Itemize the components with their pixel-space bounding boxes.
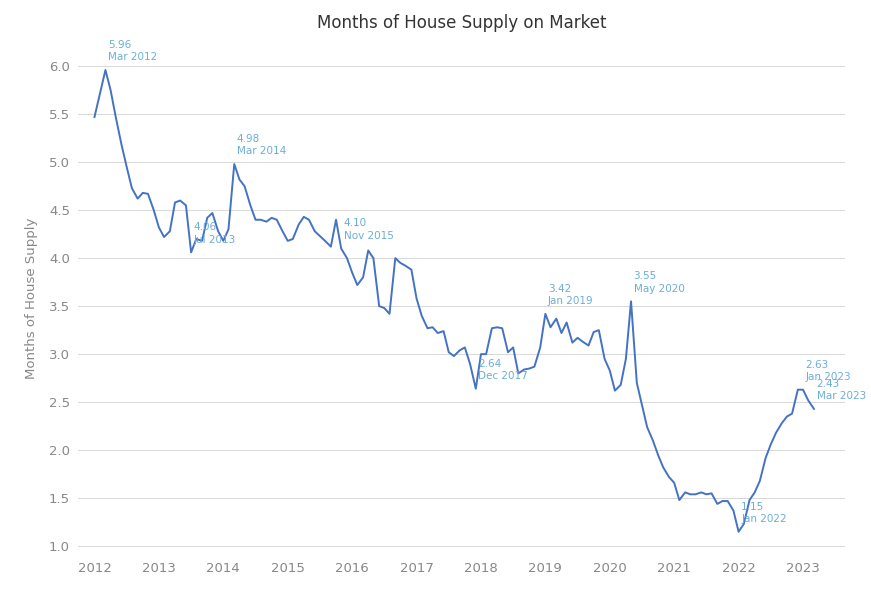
Text: 2.43
Mar 2023: 2.43 Mar 2023 xyxy=(816,379,866,401)
Text: 4.10
Nov 2015: 4.10 Nov 2015 xyxy=(344,219,394,241)
Text: 4.98
Mar 2014: 4.98 Mar 2014 xyxy=(237,134,286,157)
Title: Months of House Supply on Market: Months of House Supply on Market xyxy=(317,14,606,33)
Text: 3.55
May 2020: 3.55 May 2020 xyxy=(633,272,685,294)
Y-axis label: Months of House Supply: Months of House Supply xyxy=(24,217,37,379)
Text: 5.96
Mar 2012: 5.96 Mar 2012 xyxy=(108,40,158,62)
Text: 2.64
Dec 2017: 2.64 Dec 2017 xyxy=(478,359,528,381)
Text: 4.06
Jul 2013: 4.06 Jul 2013 xyxy=(193,222,236,244)
Text: 2.63
Jan 2023: 2.63 Jan 2023 xyxy=(806,359,851,382)
Text: 1.15
Jan 2022: 1.15 Jan 2022 xyxy=(741,501,787,524)
Text: 3.42
Jan 2019: 3.42 Jan 2019 xyxy=(548,284,593,306)
